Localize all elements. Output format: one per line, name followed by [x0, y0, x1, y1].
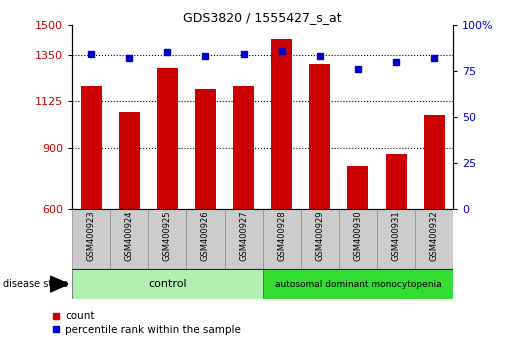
Text: GSM400925: GSM400925	[163, 211, 172, 261]
Bar	[157, 68, 178, 209]
Bar	[148, 209, 186, 269]
Bar	[263, 269, 453, 299]
Bar	[339, 209, 377, 269]
Text: GSM400931: GSM400931	[391, 211, 401, 261]
Text: GSM400924: GSM400924	[125, 211, 134, 261]
Bar	[415, 209, 453, 269]
Title: GDS3820 / 1555427_s_at: GDS3820 / 1555427_s_at	[183, 11, 342, 24]
Bar	[386, 154, 406, 209]
Bar	[271, 39, 292, 209]
Bar	[233, 86, 254, 209]
Legend: count, percentile rank within the sample: count, percentile rank within the sample	[52, 312, 241, 335]
Bar	[186, 209, 225, 269]
Text: GSM400928: GSM400928	[277, 211, 286, 261]
Text: GSM400926: GSM400926	[201, 211, 210, 261]
Bar	[110, 209, 148, 269]
Text: GSM400932: GSM400932	[430, 211, 439, 261]
Bar	[119, 112, 140, 209]
Text: disease state: disease state	[3, 279, 67, 289]
Polygon shape	[50, 276, 68, 292]
Bar	[72, 209, 110, 269]
Text: autosomal dominant monocytopenia: autosomal dominant monocytopenia	[274, 280, 441, 289]
Bar	[310, 64, 330, 209]
Bar	[225, 209, 263, 269]
Text: GSM400930: GSM400930	[353, 211, 363, 261]
Bar	[72, 269, 263, 299]
Text: control: control	[148, 279, 186, 289]
Text: GSM400927: GSM400927	[239, 211, 248, 261]
Bar	[348, 166, 368, 209]
Text: GSM400929: GSM400929	[315, 211, 324, 261]
Bar	[263, 209, 301, 269]
Bar	[195, 89, 216, 209]
Bar	[81, 86, 101, 209]
Bar	[424, 115, 444, 209]
Bar	[377, 209, 415, 269]
Text: GSM400923: GSM400923	[87, 211, 96, 261]
Bar	[301, 209, 339, 269]
